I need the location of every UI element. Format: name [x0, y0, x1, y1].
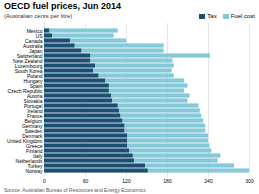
svg-text:Mexico: Mexico — [26, 27, 43, 34]
svg-text:Spain: Spain — [29, 82, 43, 89]
svg-text:300: 300 — [245, 178, 254, 184]
svg-text:Australia: Australia — [23, 42, 43, 49]
svg-text:US: US — [35, 32, 43, 39]
svg-text:Canada: Canada — [25, 37, 43, 44]
svg-text:Norway: Norway — [26, 168, 43, 174]
svg-text:Greece: Greece — [26, 142, 43, 149]
html-text:OECD fuel prices, Jun 2014: OECD fuel prices, Jun 2014 — [4, 1, 121, 11]
svg-text:Belgium: Belgium — [24, 117, 43, 124]
svg-text:120: 120 — [122, 178, 131, 184]
svg-text:South Korea: South Korea — [14, 67, 43, 74]
svg-text:Turkey: Turkey — [27, 162, 43, 169]
svg-text:60: 60 — [83, 178, 89, 184]
svg-text:Denmark: Denmark — [22, 132, 43, 139]
svg-text:0: 0 — [43, 178, 46, 184]
svg-text:180: 180 — [163, 178, 172, 184]
svg-text:Czech Republic: Czech Republic — [7, 87, 43, 94]
svg-text:Hungary: Hungary — [23, 77, 43, 84]
svg-text:Ireland: Ireland — [27, 107, 43, 114]
svg-text:Switzerland: Switzerland — [16, 52, 43, 59]
html-text:(Australian cents per litre): (Australian cents per litre) — [4, 13, 73, 19]
html-text:Source: Australian Bureau of R: Source: Australian Bureau of Resources a… — [4, 187, 146, 193]
html-text:Fuel cost: Fuel cost — [230, 13, 255, 19]
svg-text:240: 240 — [204, 178, 213, 184]
svg-text:Austria: Austria — [26, 92, 43, 99]
svg-text:Germany: Germany — [21, 122, 43, 129]
svg-text:Japan: Japan — [28, 47, 43, 54]
svg-text:Slovakia: Slovakia — [23, 97, 43, 104]
html-text:Tax: Tax — [207, 13, 217, 19]
svg-text:Portugal: Portugal — [23, 102, 43, 109]
svg-text:Italy: Italy — [33, 152, 43, 159]
svg-text:France: France — [26, 112, 43, 119]
svg-text:Finland: Finland — [26, 147, 43, 154]
svg-text:United Kingdom: United Kingdom — [6, 137, 43, 144]
svg-text:Sweden: Sweden — [24, 127, 43, 134]
svg-text:Netherlands: Netherlands — [15, 157, 43, 164]
svg-text:Luxembourg: Luxembourg — [14, 62, 43, 69]
svg-text:Poland: Poland — [26, 72, 43, 79]
svg-text:New Zealand: New Zealand — [13, 57, 43, 64]
